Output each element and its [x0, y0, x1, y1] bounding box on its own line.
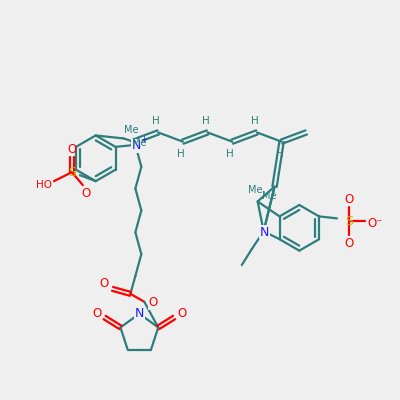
Text: +: + — [140, 136, 147, 144]
Text: S: S — [68, 166, 76, 179]
Text: O: O — [67, 143, 76, 156]
Text: O: O — [99, 278, 108, 290]
Text: HO: HO — [36, 180, 52, 190]
Text: H: H — [202, 116, 210, 126]
Text: O: O — [344, 193, 354, 206]
Text: N: N — [132, 139, 141, 152]
Text: O⁻: O⁻ — [367, 217, 382, 230]
Text: S: S — [345, 215, 353, 228]
Text: Me: Me — [248, 184, 263, 194]
Text: H: H — [276, 148, 284, 158]
Text: Me: Me — [132, 138, 147, 148]
Text: N: N — [260, 226, 269, 239]
Text: Me: Me — [262, 190, 277, 200]
Text: H: H — [152, 116, 160, 126]
Text: N: N — [135, 307, 144, 320]
Text: O: O — [149, 296, 158, 309]
Text: H: H — [226, 148, 234, 158]
Text: Me: Me — [124, 126, 139, 136]
Text: O: O — [344, 237, 354, 250]
Text: H: H — [177, 148, 185, 158]
Text: O: O — [92, 307, 101, 320]
Text: H: H — [251, 116, 259, 126]
Text: O: O — [81, 186, 90, 200]
Text: O: O — [178, 307, 187, 320]
